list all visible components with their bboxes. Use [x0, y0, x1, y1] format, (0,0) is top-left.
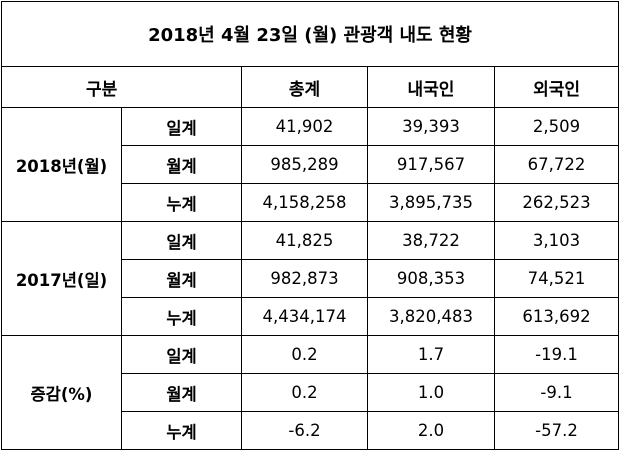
row-label: 일계 — [121, 335, 242, 374]
cell-total: 0.2 — [241, 335, 368, 374]
cell-domestic: 917,567 — [367, 145, 495, 184]
cell-foreign: -19.1 — [493, 335, 619, 374]
cell-total: 985,289 — [241, 145, 368, 184]
header-domestic: 내국인 — [367, 66, 495, 108]
cell-domestic: 3,820,483 — [367, 297, 495, 336]
row-label: 누계 — [121, 183, 242, 222]
table-row: 누계 -6.2 2.0 -57.2 — [2, 411, 619, 450]
cell-domestic: 39,393 — [367, 107, 495, 146]
cell-total: 982,873 — [241, 259, 368, 298]
cell-total: 4,434,174 — [241, 297, 368, 336]
row-label: 월계 — [121, 373, 242, 412]
header-category: 구분 — [1, 66, 242, 108]
cell-foreign: 2,509 — [493, 107, 619, 146]
cell-total: 0.2 — [241, 373, 368, 412]
header-row: 구분 총계 내국인 외국인 — [1, 66, 619, 108]
cell-domestic: 2.0 — [367, 411, 495, 450]
row-label: 월계 — [121, 259, 242, 298]
tourist-stats-table: 2018년 4월 23일 (월) 관광객 내도 현황 구분 총계 내국인 외국인… — [0, 1, 619, 450]
row-label: 누계 — [121, 411, 242, 450]
header-foreign: 외국인 — [493, 66, 619, 108]
table-row: 2018년(월) 일계 41,902 39,393 2,509 — [1, 107, 619, 222]
table-row: 월계 985,289 917,567 67,722 — [2, 145, 619, 184]
cell-domestic: 1.0 — [367, 373, 495, 412]
row-label: 일계 — [121, 221, 242, 260]
table-row: 누계 4,434,174 3,820,483 613,692 — [2, 297, 619, 336]
cell-foreign: 3,103 — [493, 221, 619, 260]
row-label: 일계 — [121, 107, 242, 146]
cell-domestic: 908,353 — [367, 259, 495, 298]
cell-total: 41,825 — [241, 221, 368, 260]
table-row: 2017년(일) 일계 41,825 38,722 3,103 — [1, 221, 619, 336]
cell-domestic: 38,722 — [367, 221, 495, 260]
cell-domestic: 1.7 — [367, 335, 495, 374]
table-row: 누계 4,158,258 3,895,735 262,523 — [2, 183, 619, 222]
row-label: 월계 — [121, 145, 242, 184]
cell-foreign: 613,692 — [493, 297, 619, 336]
row-label: 누계 — [121, 297, 242, 336]
cell-foreign: 74,521 — [493, 259, 619, 298]
group-label-2017: 2017년(일) — [1, 221, 122, 336]
table-row: 월계 982,873 908,353 74,521 — [2, 259, 619, 298]
table-row: 월계 0.2 1.0 -9.1 — [2, 373, 619, 412]
group-label-2018: 2018년(월) — [1, 107, 122, 222]
cell-foreign: -57.2 — [493, 411, 619, 450]
cell-foreign: 262,523 — [493, 183, 619, 222]
cell-total: 4,158,258 — [241, 183, 368, 222]
cell-foreign: -9.1 — [493, 373, 619, 412]
title-row: 2018년 4월 23일 (월) 관광객 내도 현황 — [0, 1, 619, 67]
cell-foreign: 67,722 — [493, 145, 619, 184]
cell-domestic: 3,895,735 — [367, 183, 495, 222]
header-total: 총계 — [241, 66, 368, 108]
group-label-change: 증감(%) — [1, 335, 122, 450]
table-row: 증감(%) 일계 0.2 1.7 -19.1 — [1, 335, 619, 450]
cell-total: 41,902 — [241, 107, 368, 146]
cell-total: -6.2 — [241, 411, 368, 450]
table-title: 2018년 4월 23일 (월) 관광객 내도 현황 — [0, 1, 619, 67]
